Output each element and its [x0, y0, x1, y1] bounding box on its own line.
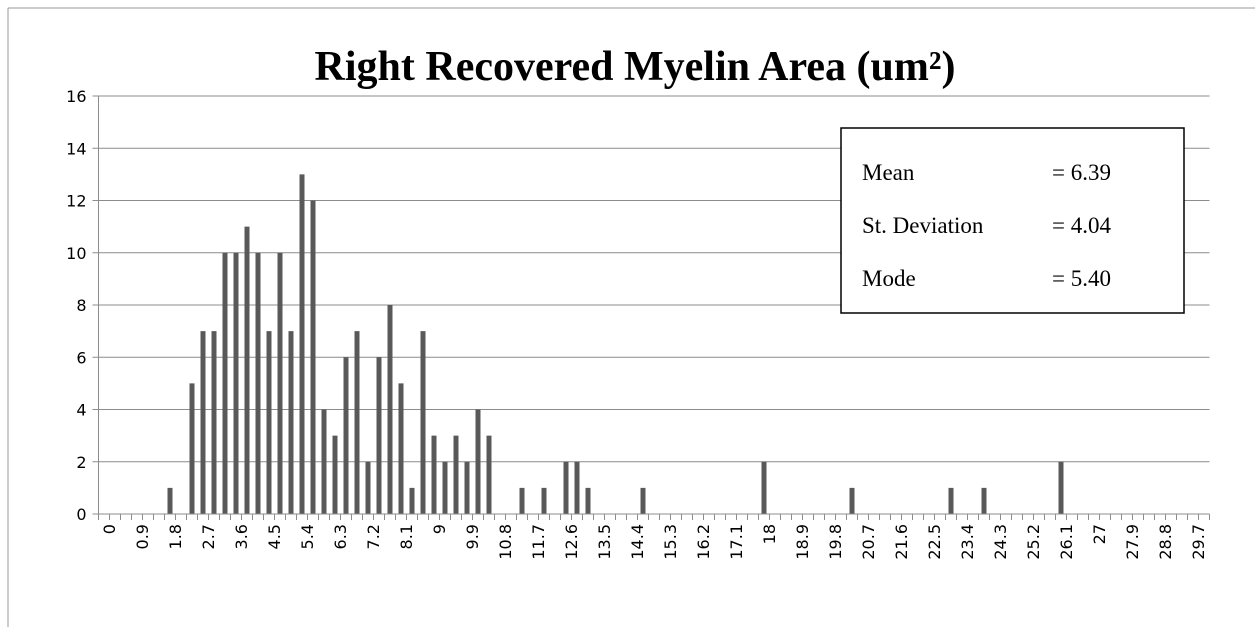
bar	[431, 435, 437, 514]
x-tick-label: 9.9	[463, 524, 482, 549]
y-tick-label: 6	[76, 348, 86, 367]
bar	[1058, 461, 1064, 514]
bar	[640, 487, 646, 514]
bar	[310, 200, 316, 514]
x-tick-label: 7.2	[364, 524, 383, 549]
stat-value: = 4.04	[1052, 213, 1111, 238]
bar	[277, 252, 283, 514]
stat-label: Mean	[862, 160, 915, 185]
bar	[332, 435, 338, 514]
bar	[519, 487, 525, 514]
bar	[321, 409, 327, 514]
x-tick-label: 9	[430, 524, 449, 534]
bar	[475, 409, 481, 514]
bar	[453, 435, 459, 514]
bar	[761, 461, 767, 514]
bar	[486, 435, 492, 514]
bar	[574, 461, 580, 514]
x-tick-label: 23.4	[958, 524, 977, 560]
bar	[266, 331, 272, 514]
stat-value: = 6.39	[1052, 160, 1111, 185]
bar	[442, 461, 448, 514]
x-tick-label: 21.6	[892, 524, 911, 560]
x-tick-label: 20.7	[859, 524, 878, 560]
bar	[464, 461, 470, 514]
x-tick-label: 11.7	[529, 524, 548, 560]
x-tick-label: 18	[760, 524, 779, 544]
stats-box	[840, 127, 1185, 314]
x-tick-label: 0	[100, 524, 119, 534]
bar	[948, 487, 954, 514]
bar	[585, 487, 591, 514]
x-tick-label: 19.8	[826, 524, 845, 560]
bar	[222, 252, 228, 514]
x-tick-label: 4.5	[265, 524, 284, 549]
x-tick-label: 3.6	[232, 524, 251, 549]
x-tick-label: 5.4	[298, 524, 317, 549]
x-tick-label: 15.3	[661, 524, 680, 560]
bar	[299, 174, 305, 514]
bar	[343, 357, 349, 514]
x-tick-label: 17.1	[727, 524, 746, 560]
y-tick-label: 16	[66, 87, 86, 106]
x-tick-label: 28.8	[1156, 524, 1175, 560]
bar	[563, 461, 569, 514]
y-tick-label: 14	[66, 139, 86, 158]
x-tick-label: 14.4	[628, 524, 647, 560]
y-tick-label: 4	[76, 401, 86, 420]
x-tick-label: 8.1	[397, 524, 416, 549]
bar	[387, 305, 393, 514]
x-tick-label: 6.3	[331, 524, 350, 549]
y-tick-label: 8	[76, 296, 86, 315]
bar	[167, 487, 173, 514]
bar	[409, 487, 415, 514]
x-tick-label: 27	[1090, 524, 1109, 544]
bar	[541, 487, 547, 514]
x-tick-label: 25.2	[1024, 524, 1043, 560]
stat-value: = 5.40	[1052, 266, 1111, 291]
bar	[398, 383, 404, 514]
x-tick-label: 2.7	[199, 524, 218, 549]
chart-title: Right Recovered Myelin Area (um²)	[315, 44, 956, 90]
bar	[255, 252, 261, 514]
y-tick-label: 2	[76, 453, 86, 472]
stat-label: Mode	[862, 266, 916, 291]
x-tick-label: 12.6	[562, 524, 581, 560]
x-tick-label: 0.9	[133, 524, 152, 549]
bar	[244, 226, 250, 514]
y-tick-label: 12	[66, 192, 86, 211]
x-tick-label: 24.3	[991, 524, 1010, 560]
y-tick-label: 10	[66, 244, 86, 263]
x-tick-label: 27.9	[1123, 524, 1142, 560]
x-tick-label: 16.2	[694, 524, 713, 560]
x-tick-label: 18.9	[793, 524, 812, 560]
bar	[233, 252, 239, 514]
x-tick-label: 1.8	[166, 524, 185, 549]
bar	[211, 331, 217, 514]
y-tick-label: 0	[76, 505, 86, 524]
x-tick-label: 26.1	[1057, 524, 1076, 560]
bar	[849, 487, 855, 514]
bar	[420, 331, 426, 514]
x-tick-label: 22.5	[925, 524, 944, 560]
bar	[376, 357, 382, 514]
bar	[365, 461, 371, 514]
x-tick-label: 29.7	[1189, 524, 1208, 560]
x-tick-label: 10.8	[496, 524, 515, 560]
stat-label: St. Deviation	[862, 213, 984, 238]
x-tick-label: 13.5	[595, 524, 614, 560]
bar	[189, 383, 195, 514]
bar	[288, 331, 294, 514]
bar	[354, 331, 360, 514]
bar	[200, 331, 206, 514]
bar	[981, 487, 987, 514]
